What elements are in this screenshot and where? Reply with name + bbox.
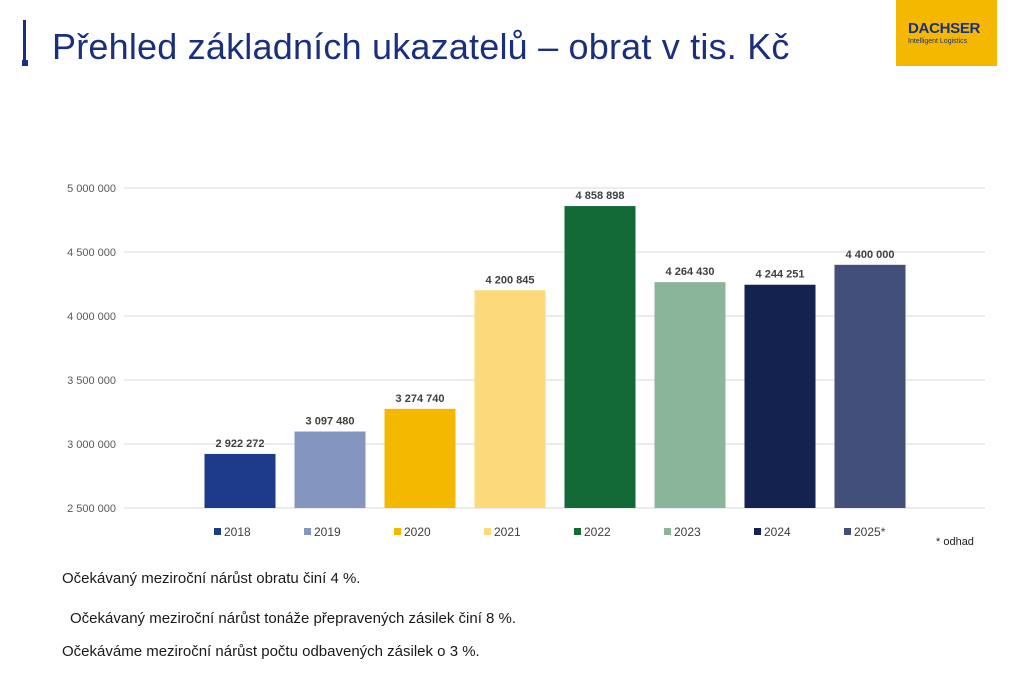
legend-swatch [304, 528, 311, 535]
data-label: 4 400 000 [846, 249, 895, 261]
legend-swatch [574, 528, 581, 535]
legend-swatch [484, 528, 491, 535]
y-tick-label: 4 500 000 [67, 247, 116, 259]
chart-footnote: * odhad [936, 536, 974, 548]
data-label: 4 858 898 [576, 190, 625, 202]
data-label: 3 274 740 [396, 393, 445, 405]
legend-swatch [844, 528, 851, 535]
legend-swatch [394, 528, 401, 535]
logo-name: DACHSER [908, 19, 981, 37]
title-accent-dot [22, 60, 28, 66]
y-tick-label: 4 000 000 [67, 311, 116, 323]
revenue-bar-chart: 2 500 000 3 000 000 3 500 000 4 000 000 4 50… [67, 183, 985, 539]
bar [384, 408, 456, 508]
legend-label: 2018 [224, 525, 251, 539]
data-label: 4 244 251 [756, 269, 805, 281]
bar [654, 282, 726, 508]
legend-label: 2024 [764, 525, 791, 539]
legend-swatch [754, 528, 761, 535]
legend-label: 2020 [404, 525, 431, 539]
y-tick-label: 3 500 000 [67, 375, 116, 387]
bar [294, 431, 366, 508]
legend-label: 2019 [314, 525, 341, 539]
y-tick-label: 2 500 000 [67, 503, 116, 515]
note-tonnage-growth: Očekávaný meziroční nárůst tonáže přepra… [70, 610, 517, 627]
title-accent-bar [23, 20, 26, 64]
bar [564, 206, 636, 509]
company-logo: DACHSER Intelligent Logistics [896, 0, 997, 66]
y-tick-label: 3 000 000 [67, 439, 116, 451]
bar [744, 284, 816, 508]
data-label: 2 922 272 [216, 438, 265, 450]
bar [474, 290, 546, 508]
legend-label: 2022 [584, 525, 611, 539]
bar [834, 264, 906, 508]
legend-label: 2021 [494, 525, 521, 539]
legend-label: 2025* [854, 525, 886, 539]
legend-swatch [214, 528, 221, 535]
y-tick-label: 5 000 000 [67, 183, 116, 195]
data-label: 3 097 480 [306, 416, 355, 428]
note-shipments-growth: Očekáváme meziroční nárůst počtu odbaven… [62, 643, 480, 660]
bar [204, 453, 276, 508]
page-title: Přehled základních ukazatelů – obrat v t… [52, 26, 790, 67]
logo-tagline: Intelligent Logistics [908, 37, 968, 45]
data-label: 4 264 430 [666, 266, 715, 278]
data-label: 4 200 845 [486, 274, 535, 286]
legend-swatch [664, 528, 671, 535]
legend-label: 2023 [674, 525, 701, 539]
note-revenue-growth: Očekávaný meziroční nárůst obratu činí 4… [62, 570, 361, 587]
